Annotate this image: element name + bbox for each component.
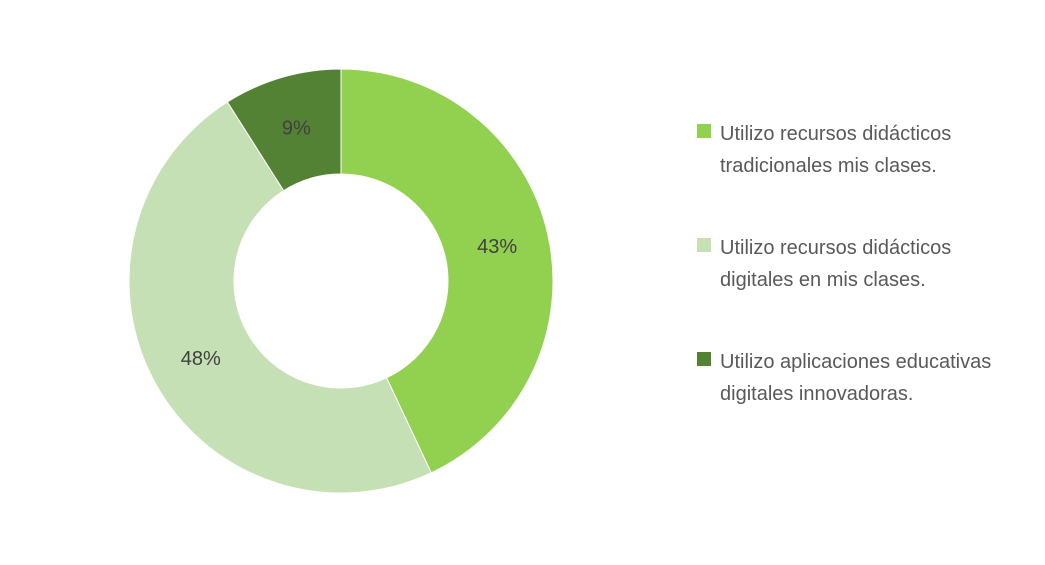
donut-slice (340, 68, 554, 474)
legend-item: Utilizo recursos didácticos tradicionale… (697, 118, 1010, 182)
donut-slice (128, 101, 432, 494)
legend-label: Utilizo aplicaciones educativas digitale… (720, 351, 992, 405)
data-label: 48% (181, 348, 221, 370)
donut-slice (226, 68, 342, 192)
legend-swatch (697, 238, 711, 252)
legend-item: Utilizo aplicaciones educativas digitale… (697, 346, 1010, 410)
data-label: 43% (477, 236, 517, 258)
legend-item: Utilizo recursos didácticos digitales en… (697, 232, 1010, 296)
legend-swatch (697, 352, 711, 366)
legend-label: Utilizo recursos didácticos digitales en… (720, 237, 952, 291)
legend-label: Utilizo recursos didácticos tradicionale… (720, 123, 952, 177)
data-label: 9% (282, 117, 311, 139)
legend-swatch (697, 124, 711, 138)
donut-chart: 43% 48% 9% (128, 68, 554, 494)
legend: Utilizo recursos didácticos tradicionale… (697, 118, 1010, 460)
